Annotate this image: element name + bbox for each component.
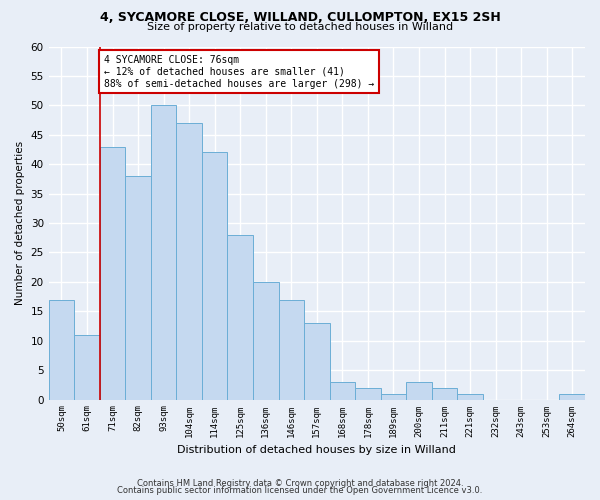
Bar <box>49 300 74 400</box>
Bar <box>432 388 457 400</box>
Text: 4 SYCAMORE CLOSE: 76sqm
← 12% of detached houses are smaller (41)
88% of semi-de: 4 SYCAMORE CLOSE: 76sqm ← 12% of detache… <box>104 56 374 88</box>
Bar <box>559 394 585 400</box>
Text: Size of property relative to detached houses in Willand: Size of property relative to detached ho… <box>147 22 453 32</box>
Bar <box>151 106 176 400</box>
Y-axis label: Number of detached properties: Number of detached properties <box>15 141 25 305</box>
Text: 4, SYCAMORE CLOSE, WILLAND, CULLOMPTON, EX15 2SH: 4, SYCAMORE CLOSE, WILLAND, CULLOMPTON, … <box>100 11 500 24</box>
Bar <box>457 394 483 400</box>
Text: Contains public sector information licensed under the Open Government Licence v3: Contains public sector information licen… <box>118 486 482 495</box>
Bar <box>227 235 253 400</box>
Bar <box>355 388 380 400</box>
Bar <box>304 323 329 400</box>
Bar <box>74 335 100 400</box>
Bar <box>202 152 227 400</box>
Text: Contains HM Land Registry data © Crown copyright and database right 2024.: Contains HM Land Registry data © Crown c… <box>137 478 463 488</box>
Bar <box>278 300 304 400</box>
Bar <box>125 176 151 400</box>
Bar <box>406 382 432 400</box>
Bar <box>380 394 406 400</box>
Bar <box>253 282 278 400</box>
Bar <box>176 123 202 400</box>
Bar <box>100 146 125 400</box>
X-axis label: Distribution of detached houses by size in Willand: Distribution of detached houses by size … <box>178 445 456 455</box>
Bar <box>329 382 355 400</box>
